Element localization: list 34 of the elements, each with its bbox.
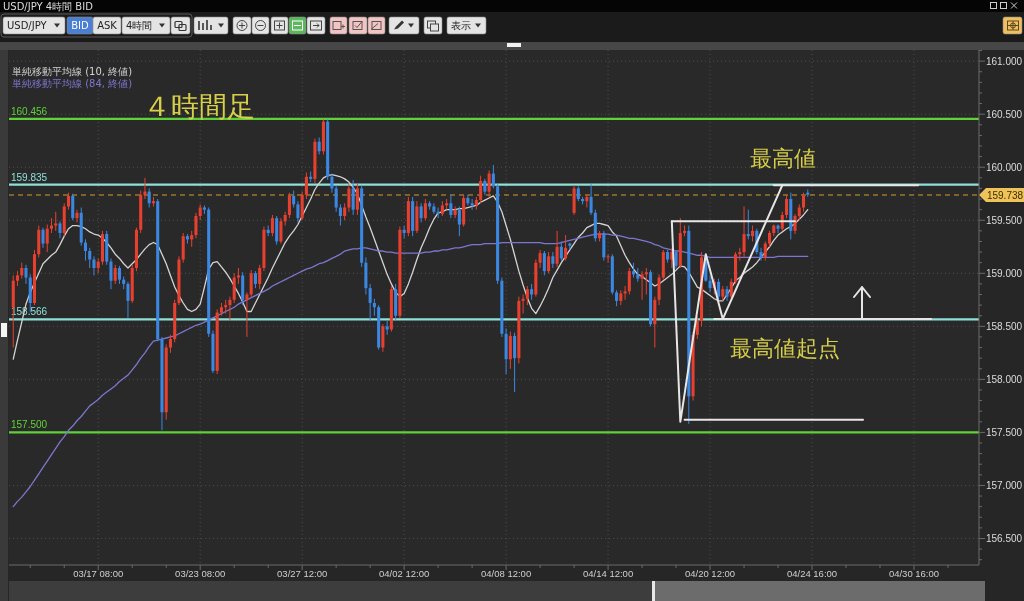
y-tick-label: 160.500	[985, 108, 1023, 120]
x-tick-label: 04/08 12:00	[481, 568, 532, 579]
y-tick-label: 158.000	[985, 373, 1023, 385]
y-tick-label: 161.000	[985, 55, 1023, 67]
text: BID	[71, 20, 90, 32]
text: 単純移動平均線 (84, 終値)	[12, 78, 133, 89]
y-tick-label: 159.000	[985, 267, 1023, 279]
text: ASK	[97, 20, 118, 32]
ref-line-label: 159.738	[986, 189, 1024, 201]
x-tick-label: 04/30 16:00	[888, 568, 940, 579]
text: 4時間	[126, 20, 153, 32]
text: ４時間足	[143, 90, 255, 123]
y-tick-label: 157.000	[985, 479, 1023, 491]
y-tick-label: 159.500	[985, 214, 1023, 226]
x-tick-label: 03/17 08:00	[73, 568, 124, 579]
text: USD/JPY	[7, 20, 48, 32]
y-tick-label: 160.000	[985, 161, 1023, 173]
x-tick-label: 04/02 12:00	[379, 568, 430, 579]
x-tick-label: 04/24 16:00	[786, 568, 838, 579]
chart-subtitle: USD/JPY 4時間 BID	[3, 1, 94, 12]
x-tick-label: 03/23 08:00	[175, 568, 226, 579]
ref-line-label: 159.835	[11, 171, 48, 183]
x-tick-label: 04/20 12:00	[684, 568, 736, 579]
y-tick-label: 157.500	[985, 426, 1023, 438]
x-tick-label: 04/14 12:00	[582, 568, 634, 579]
annotation: 最高値起点	[730, 335, 840, 361]
y-tick-label: 156.500	[985, 532, 1023, 544]
x-tick-label: 03/27 12:00	[277, 568, 328, 579]
ref-line-label: 157.500	[11, 419, 48, 431]
y-tick-label: 158.500	[985, 320, 1023, 332]
annotation: 最高値	[750, 145, 816, 171]
ref-line-label: 160.456	[11, 105, 48, 117]
text: 単純移動平均線 (10, 終値)	[12, 66, 133, 77]
text: 表示	[451, 20, 471, 32]
